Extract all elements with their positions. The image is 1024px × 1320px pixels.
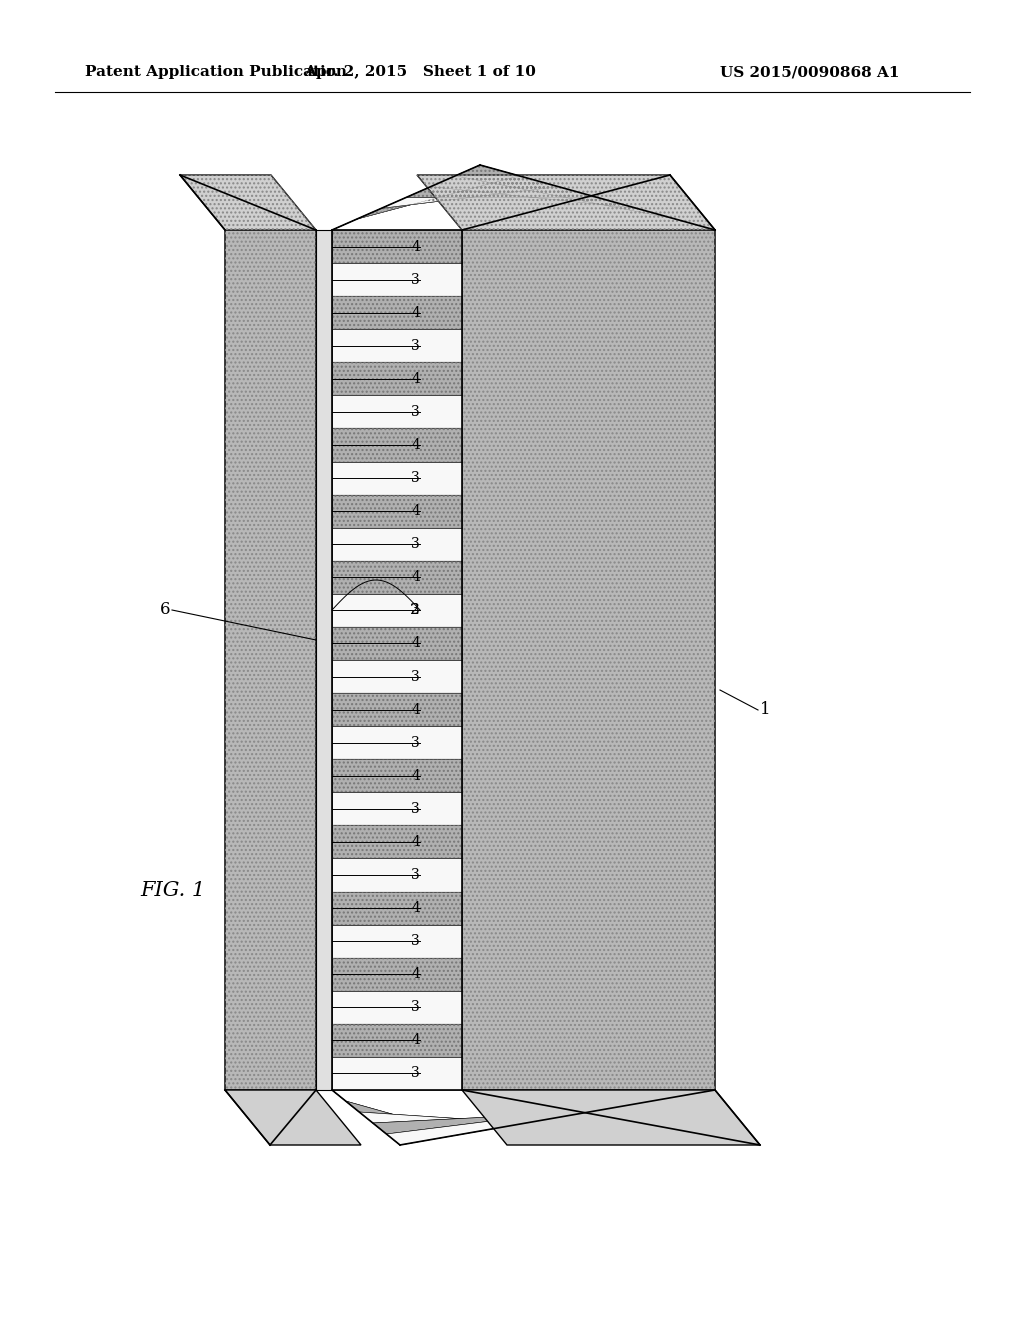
Text: 4: 4 (411, 504, 420, 519)
Text: 4: 4 (411, 968, 420, 981)
Polygon shape (332, 693, 462, 726)
Text: 4: 4 (411, 636, 420, 651)
Polygon shape (332, 759, 462, 792)
Polygon shape (332, 495, 462, 528)
Text: Apr. 2, 2015   Sheet 1 of 10: Apr. 2, 2015 Sheet 1 of 10 (304, 65, 536, 79)
Text: 4: 4 (411, 372, 420, 385)
Polygon shape (332, 230, 462, 263)
Polygon shape (332, 165, 519, 230)
Polygon shape (462, 230, 715, 1090)
Polygon shape (332, 891, 462, 924)
Text: 4: 4 (411, 570, 420, 585)
Text: 4: 4 (411, 1034, 420, 1047)
Polygon shape (316, 230, 332, 1090)
Polygon shape (332, 627, 462, 660)
Polygon shape (346, 1101, 526, 1134)
Polygon shape (332, 991, 462, 1024)
Polygon shape (332, 528, 462, 561)
Polygon shape (332, 1090, 463, 1144)
Polygon shape (462, 1090, 760, 1144)
Text: 3: 3 (412, 273, 420, 286)
Polygon shape (356, 176, 558, 219)
Text: 3: 3 (412, 935, 420, 948)
Text: 4: 4 (411, 438, 420, 451)
Polygon shape (381, 186, 597, 209)
Text: 3: 3 (412, 471, 420, 484)
Polygon shape (332, 726, 462, 759)
Text: 3: 3 (412, 669, 420, 684)
Polygon shape (386, 1090, 715, 1144)
Polygon shape (431, 176, 676, 219)
Text: 4: 4 (411, 768, 420, 783)
Polygon shape (332, 594, 462, 627)
Text: 3: 3 (412, 603, 420, 618)
Text: 4: 4 (411, 239, 420, 253)
Text: 4: 4 (411, 702, 420, 717)
Polygon shape (332, 429, 462, 462)
Polygon shape (332, 396, 462, 429)
Text: 3: 3 (412, 869, 420, 882)
Polygon shape (225, 1090, 361, 1144)
Text: 4: 4 (411, 836, 420, 849)
Text: 3: 3 (412, 735, 420, 750)
Text: 4: 4 (411, 902, 420, 915)
Polygon shape (180, 176, 316, 230)
Text: 3: 3 (412, 537, 420, 552)
Polygon shape (359, 1111, 589, 1123)
Polygon shape (332, 1057, 462, 1090)
Polygon shape (456, 165, 715, 230)
Polygon shape (332, 462, 462, 495)
Text: 3: 3 (412, 405, 420, 418)
Polygon shape (332, 858, 462, 891)
Polygon shape (225, 230, 316, 1090)
Polygon shape (332, 329, 462, 362)
Polygon shape (332, 263, 462, 296)
Text: 3: 3 (412, 339, 420, 352)
Text: Patent Application Publication: Patent Application Publication (85, 65, 347, 79)
Text: 3: 3 (412, 801, 420, 816)
Text: 6: 6 (160, 602, 170, 619)
Text: 2: 2 (411, 603, 420, 616)
Polygon shape (417, 176, 715, 230)
Polygon shape (332, 825, 462, 858)
Text: FIG. 1: FIG. 1 (140, 880, 205, 899)
Text: US 2015/0090868 A1: US 2015/0090868 A1 (720, 65, 899, 79)
Polygon shape (332, 362, 462, 396)
Text: 3: 3 (412, 1067, 420, 1081)
Polygon shape (373, 1101, 652, 1134)
Text: 4: 4 (411, 306, 420, 319)
Text: 1: 1 (760, 701, 771, 718)
Polygon shape (332, 561, 462, 594)
Polygon shape (332, 296, 462, 329)
Polygon shape (406, 186, 637, 209)
Polygon shape (332, 1024, 462, 1057)
Text: 3: 3 (412, 1001, 420, 1014)
Polygon shape (332, 792, 462, 825)
Polygon shape (332, 958, 462, 991)
Polygon shape (332, 924, 462, 958)
Polygon shape (332, 660, 462, 693)
